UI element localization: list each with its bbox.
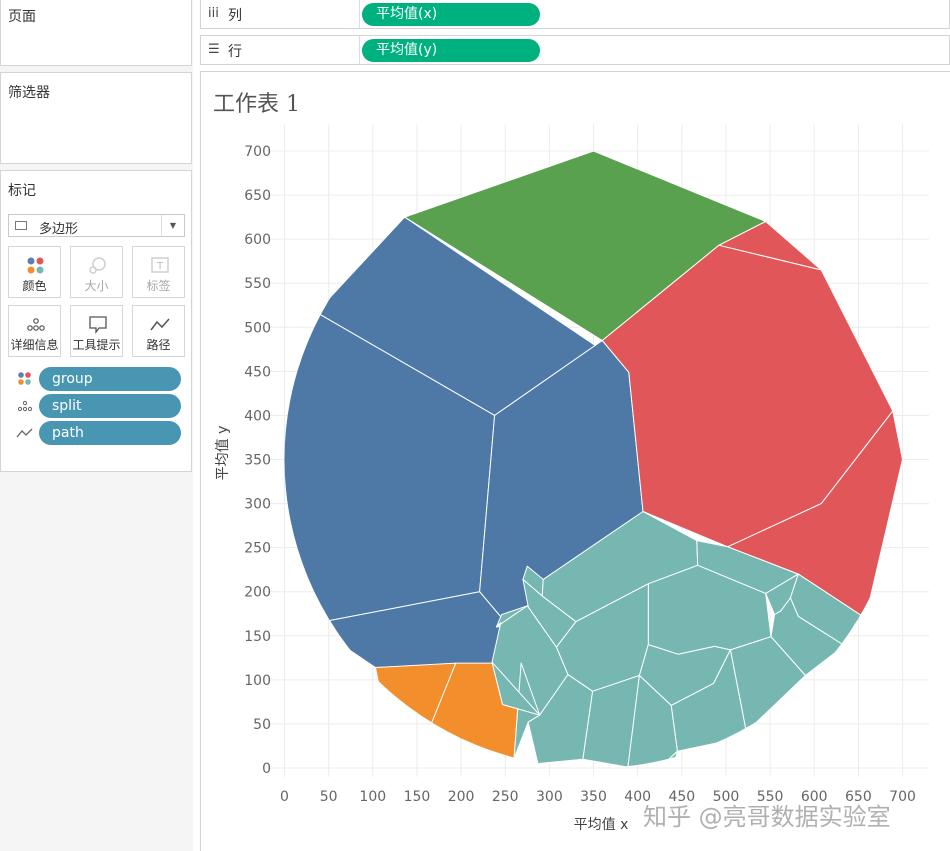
path-label: 路径 [146, 338, 171, 352]
y-tick-label: 100 [244, 673, 271, 689]
voronoi-cells [284, 151, 903, 768]
watermark: 知乎 @亮哥数据实验室 [643, 803, 891, 831]
shelf-divider [359, 36, 360, 64]
y-tick-label: 200 [244, 585, 271, 601]
polygon-mark-icon [15, 221, 27, 230]
color-dots-icon [18, 372, 31, 385]
filters-title: 筛选器 [8, 85, 50, 101]
tooltip-button[interactable]: 工具提示 [70, 305, 123, 357]
columns-pill[interactable]: 平均值(x) [362, 3, 540, 26]
path-field-pill[interactable]: path [39, 421, 181, 445]
svg-text:T: T [156, 261, 164, 272]
x-tick-label: 700 [889, 789, 916, 805]
detail-dots-icon [17, 400, 33, 412]
x-tick-label: 650 [845, 789, 872, 805]
x-tick-label: 500 [713, 789, 740, 805]
group-field-pill[interactable]: group [39, 367, 181, 391]
y-tick-label: 350 [244, 453, 271, 469]
x-axis-title: 平均值 x [574, 817, 629, 833]
y-tick-label: 550 [244, 276, 271, 292]
pages-title: 页面 [8, 9, 36, 25]
shelf-divider [359, 0, 360, 28]
y-tick-label: 600 [244, 232, 271, 248]
label-icon: T [151, 257, 169, 273]
y-tick-label: 150 [244, 629, 271, 645]
pages-card: 页面 [0, 0, 192, 66]
y-tick-label: 0 [262, 761, 271, 777]
y-axis-title: 平均值 y [215, 426, 231, 481]
x-tick-label: 350 [580, 789, 607, 805]
mark-type-label: 多边形 [39, 222, 79, 237]
marks-card: 标记 多边形 ▼ 颜色 大小 T 标签 [0, 170, 192, 472]
rows-shelf[interactable]: ☰ 行 平均值(y) [200, 35, 950, 65]
y-tick-label: 300 [244, 497, 271, 513]
x-tick-label: 450 [668, 789, 695, 805]
size-button[interactable]: 大小 [70, 246, 123, 298]
color-label: 颜色 [22, 279, 47, 293]
field-split-row: split [16, 394, 186, 418]
x-tick-label: 400 [624, 789, 651, 805]
path-line-icon [16, 428, 33, 438]
x-tick-label: 600 [801, 789, 828, 805]
y-tick-label: 500 [244, 320, 271, 336]
filters-card[interactable]: 筛选器 [0, 72, 192, 164]
color-button[interactable]: 颜色 [8, 246, 61, 298]
rows-shelf-label: 行 [228, 44, 242, 60]
x-tick-label: 150 [404, 789, 431, 805]
x-tick-label: 200 [448, 789, 475, 805]
x-tick-label: 50 [320, 789, 338, 805]
detail-label: 详细信息 [10, 338, 59, 352]
path-button[interactable]: 路径 [132, 305, 185, 357]
detail-button[interactable]: 详细信息 [8, 305, 61, 357]
tooltip-label: 工具提示 [72, 338, 121, 352]
y-tick-label: 250 [244, 541, 271, 557]
y-tick-label: 700 [244, 144, 271, 160]
left-sidebar: 页面 筛选器 标记 多边形 ▼ 颜色 大小 T [0, 0, 193, 851]
chevron-down-icon[interactable]: ▼ [161, 215, 184, 236]
label-label: 标签 [146, 279, 171, 293]
columns-shelf[interactable]: iii 列 平均值(x) [200, 0, 950, 29]
voronoi-chart: 0 50 100 150 200 250 300 350 400 450 500 550 600 650 7… [215, 124, 930, 833]
rows-pill[interactable]: 平均值(y) [362, 39, 540, 62]
color-dots-icon [27, 257, 44, 274]
x-tick-label: 300 [536, 789, 563, 805]
x-tick-label: 250 [492, 789, 519, 805]
columns-shelf-label: 列 [228, 8, 242, 24]
tooltip-icon [89, 316, 107, 334]
y-tick-label: 50 [253, 717, 271, 733]
size-icon [89, 257, 106, 274]
columns-icon: iii [208, 6, 219, 21]
teal-cell [491, 661, 541, 716]
y-tick-label: 650 [244, 188, 271, 204]
x-tick-label: 0 [280, 789, 289, 805]
field-path-row: path [16, 421, 186, 445]
size-label: 大小 [84, 279, 109, 293]
label-button[interactable]: T 标签 [132, 246, 185, 298]
x-tick-label: 550 [757, 789, 784, 805]
y-tick-label: 450 [244, 364, 271, 380]
rows-icon: ☰ [208, 42, 220, 57]
field-group-row: group [16, 367, 186, 391]
split-field-pill[interactable]: split [39, 394, 181, 418]
path-line-icon [150, 318, 170, 331]
x-tick-label: 100 [359, 789, 386, 805]
marks-title: 标记 [8, 183, 36, 199]
worksheet-title: 工作表 1 [213, 92, 300, 117]
detail-dots-icon [27, 318, 45, 331]
mark-type-dropdown[interactable]: 多边形 ▼ [8, 214, 185, 237]
y-tick-label: 400 [244, 408, 271, 424]
